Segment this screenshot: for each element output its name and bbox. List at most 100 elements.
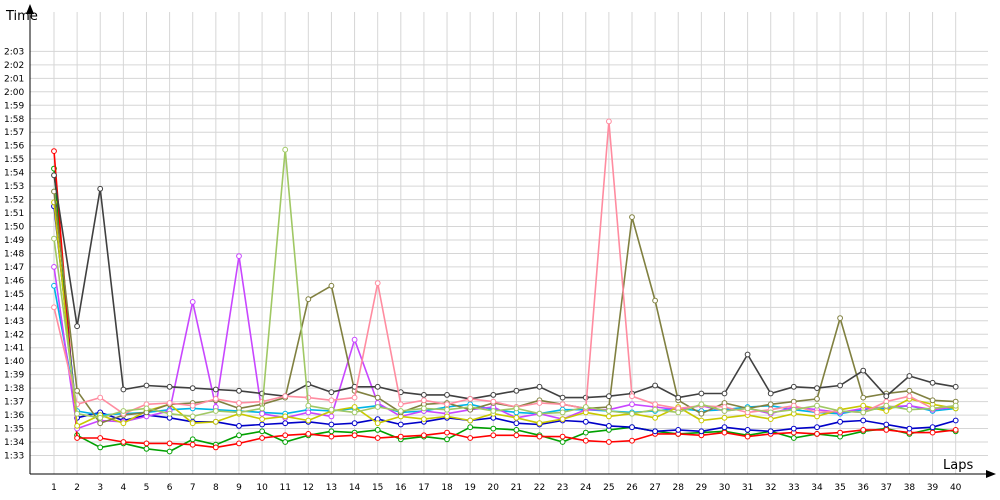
data-point (860, 402, 867, 409)
x-tick-label: 34 (811, 483, 823, 493)
data-point (629, 410, 635, 417)
x-tick-label: 8 (213, 483, 219, 493)
data-point (744, 433, 751, 440)
x-tick-label: 12 (303, 483, 314, 493)
x-tick-label: 25 (603, 483, 614, 493)
data-point (767, 416, 774, 423)
series-3 (51, 203, 959, 435)
x-tick-label: 30 (719, 483, 731, 493)
data-point (74, 387, 80, 394)
y-tick-label: 1:48 (4, 249, 24, 259)
x-tick-labels: 1 2 3 4 5 6 7 8 9 10 11 12 13 14 15 16 17 18 19 20 21 22 23 24 2… (51, 483, 962, 493)
data-point (120, 386, 127, 393)
data-point (652, 401, 658, 408)
y-tick-label: 1:33 (4, 452, 24, 462)
data-point (906, 406, 913, 413)
data-point (282, 420, 289, 427)
data-point (259, 410, 266, 417)
data-point (929, 379, 936, 386)
x-tick-label: 29 (696, 483, 708, 493)
series-9 (51, 118, 959, 417)
data-point (744, 405, 751, 412)
x-tick-label: 32 (765, 483, 776, 493)
data-point (929, 424, 936, 431)
data-point (282, 439, 289, 445)
data-point (328, 413, 335, 420)
data-point (490, 408, 497, 414)
data-point (606, 393, 612, 400)
data-point (97, 435, 104, 441)
data-point (328, 428, 335, 435)
data-point (513, 405, 520, 412)
series-4 (51, 282, 959, 419)
data-point (629, 424, 635, 431)
data-point (860, 367, 867, 374)
data-point (652, 382, 658, 389)
x-tick-label: 40 (950, 483, 962, 493)
data-point (883, 427, 890, 433)
data-point (189, 436, 196, 443)
x-tick-label: 15 (372, 483, 383, 493)
y-tick-label: 2:03 (4, 47, 24, 57)
data-point (351, 394, 358, 401)
data-point (444, 392, 450, 398)
data-point (143, 440, 150, 447)
series-10 (51, 146, 959, 421)
data-point (236, 440, 242, 447)
data-point (282, 146, 289, 153)
data-point (421, 416, 427, 423)
data-point (120, 420, 127, 427)
data-point (906, 425, 913, 432)
data-point (883, 408, 890, 414)
x-tick-label: 33 (788, 483, 799, 493)
data-point (212, 418, 219, 425)
x-tick-label: 13 (326, 483, 337, 493)
data-point (189, 299, 196, 305)
y-tick-label: 1:56 (4, 142, 24, 152)
data-point (51, 172, 57, 179)
data-point (259, 421, 266, 428)
x-tick-label: 5 (144, 483, 150, 493)
y-tick-label: 2:01 (4, 74, 24, 84)
y-tick-label: 1:38 (4, 384, 24, 394)
data-point (536, 410, 543, 417)
data-point (698, 410, 705, 417)
data-point (351, 336, 358, 343)
data-point (444, 413, 450, 420)
data-point (374, 394, 381, 401)
data-point (652, 428, 658, 435)
data-point (860, 394, 867, 401)
x-tick-label: 36 (857, 483, 869, 493)
data-point (837, 315, 843, 322)
data-point (559, 401, 566, 408)
data-point (767, 409, 774, 416)
data-point (698, 390, 705, 397)
y-tick-label: 1:40 (4, 357, 24, 367)
data-point (212, 386, 219, 393)
series-layer (51, 118, 959, 455)
data-point (490, 392, 497, 398)
data-point (120, 439, 127, 445)
data-point (837, 408, 843, 414)
x-tick-label: 28 (673, 483, 685, 493)
data-point (444, 429, 450, 436)
data-point (513, 432, 520, 439)
x-tick-label: 19 (464, 483, 476, 493)
data-point (929, 397, 936, 404)
data-point (143, 405, 150, 412)
y-tick-label: 1:47 (4, 263, 24, 273)
data-point (374, 435, 381, 441)
axes: 1:33 1:34 1:35 1:36 1:37 1:38 1:39 1:40 1:41 1:42… (4, 4, 996, 493)
series-line (53, 168, 956, 453)
x-axis-arrow (986, 470, 996, 478)
data-point (189, 385, 196, 392)
x-tick-label: 14 (349, 483, 361, 493)
data-point (166, 410, 173, 417)
data-point (97, 394, 104, 401)
series-2 (51, 148, 959, 451)
x-tick-label: 24 (580, 483, 592, 493)
data-point (952, 427, 959, 433)
data-point (212, 396, 219, 402)
x-tick-label: 23 (557, 483, 568, 493)
data-point (952, 383, 959, 390)
